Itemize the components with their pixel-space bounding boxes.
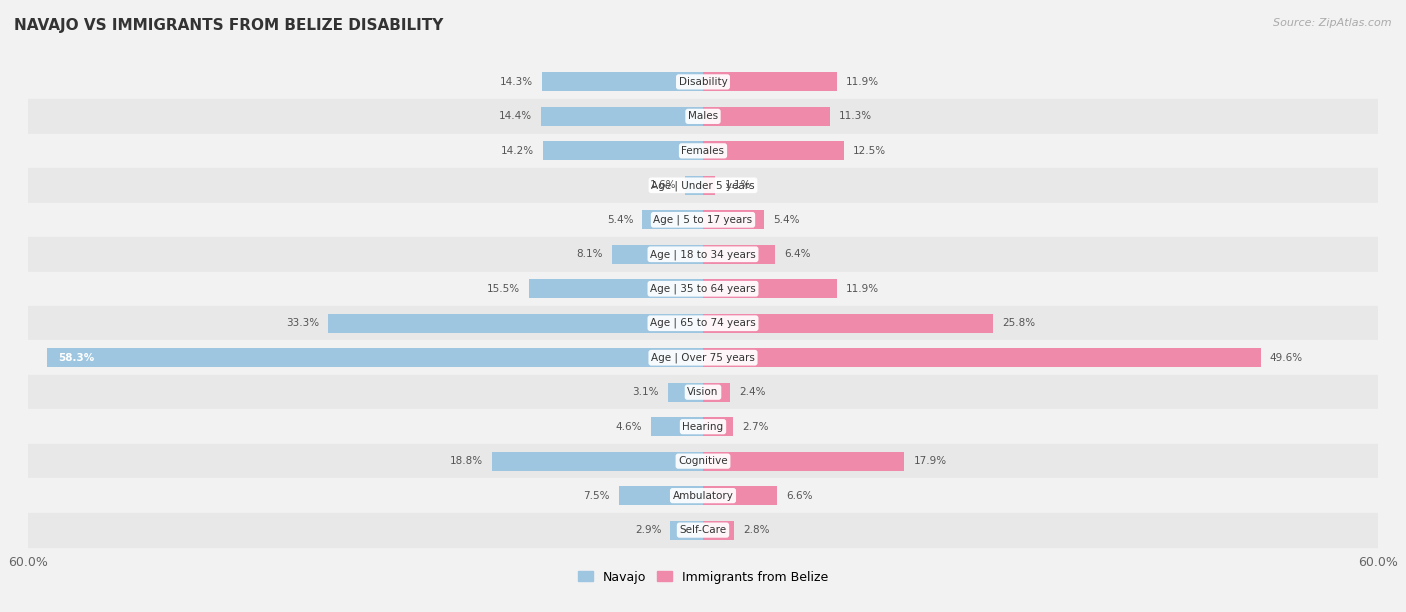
Bar xyxy=(703,141,844,160)
Bar xyxy=(492,452,703,471)
Text: Ambulatory: Ambulatory xyxy=(672,491,734,501)
Bar xyxy=(703,245,775,264)
Bar xyxy=(703,348,1261,367)
Text: Hearing: Hearing xyxy=(682,422,724,431)
Bar xyxy=(703,176,716,195)
Text: Cognitive: Cognitive xyxy=(678,456,728,466)
Bar xyxy=(703,279,837,298)
Bar xyxy=(28,479,1378,513)
Bar xyxy=(543,72,703,91)
Text: 33.3%: 33.3% xyxy=(287,318,319,328)
Text: 1.6%: 1.6% xyxy=(650,181,676,190)
Text: 3.1%: 3.1% xyxy=(633,387,659,397)
Text: Age | 35 to 64 years: Age | 35 to 64 years xyxy=(650,283,756,294)
Bar xyxy=(685,176,703,195)
Text: 49.6%: 49.6% xyxy=(1270,353,1303,363)
Bar xyxy=(48,348,703,367)
Text: 7.5%: 7.5% xyxy=(583,491,610,501)
Text: 1.1%: 1.1% xyxy=(724,181,751,190)
Bar xyxy=(28,237,1378,272)
Text: Age | Over 75 years: Age | Over 75 years xyxy=(651,353,755,363)
Bar xyxy=(703,107,830,126)
Text: 4.6%: 4.6% xyxy=(616,422,643,431)
Bar xyxy=(28,513,1378,547)
Text: 25.8%: 25.8% xyxy=(1002,318,1035,328)
Bar xyxy=(643,211,703,230)
Bar xyxy=(703,452,904,471)
Text: 6.6%: 6.6% xyxy=(786,491,813,501)
Text: 17.9%: 17.9% xyxy=(914,456,946,466)
Text: Males: Males xyxy=(688,111,718,121)
Text: 11.3%: 11.3% xyxy=(839,111,872,121)
Text: 5.4%: 5.4% xyxy=(773,215,799,225)
Text: Disability: Disability xyxy=(679,77,727,87)
Bar xyxy=(28,306,1378,340)
Text: Age | 18 to 34 years: Age | 18 to 34 years xyxy=(650,249,756,259)
Text: 2.8%: 2.8% xyxy=(744,525,770,535)
Text: 2.7%: 2.7% xyxy=(742,422,769,431)
Bar xyxy=(612,245,703,264)
Bar xyxy=(28,203,1378,237)
Bar xyxy=(703,382,730,401)
Bar xyxy=(703,72,837,91)
Text: 11.9%: 11.9% xyxy=(846,284,879,294)
Bar xyxy=(28,340,1378,375)
Legend: Navajo, Immigrants from Belize: Navajo, Immigrants from Belize xyxy=(574,565,832,589)
Text: Age | 5 to 17 years: Age | 5 to 17 years xyxy=(654,215,752,225)
Text: 11.9%: 11.9% xyxy=(846,77,879,87)
Text: 58.3%: 58.3% xyxy=(59,353,94,363)
Bar xyxy=(703,521,734,540)
Bar xyxy=(28,168,1378,203)
Text: 6.4%: 6.4% xyxy=(785,249,810,259)
Bar xyxy=(28,272,1378,306)
Text: 5.4%: 5.4% xyxy=(607,215,633,225)
Text: Source: ZipAtlas.com: Source: ZipAtlas.com xyxy=(1274,18,1392,28)
Bar xyxy=(703,314,993,333)
Bar xyxy=(703,486,778,505)
Bar xyxy=(619,486,703,505)
Text: Age | 65 to 74 years: Age | 65 to 74 years xyxy=(650,318,756,329)
Text: 14.2%: 14.2% xyxy=(501,146,534,156)
Bar xyxy=(541,107,703,126)
Bar xyxy=(703,417,734,436)
Bar xyxy=(651,417,703,436)
Text: 2.4%: 2.4% xyxy=(740,387,765,397)
Text: 18.8%: 18.8% xyxy=(450,456,482,466)
Text: NAVAJO VS IMMIGRANTS FROM BELIZE DISABILITY: NAVAJO VS IMMIGRANTS FROM BELIZE DISABIL… xyxy=(14,18,443,34)
Bar xyxy=(28,133,1378,168)
Bar xyxy=(28,375,1378,409)
Text: 14.4%: 14.4% xyxy=(499,111,531,121)
Bar xyxy=(28,99,1378,133)
Bar xyxy=(668,382,703,401)
Bar xyxy=(529,279,703,298)
Text: 2.9%: 2.9% xyxy=(636,525,661,535)
Text: 15.5%: 15.5% xyxy=(486,284,520,294)
Bar xyxy=(329,314,703,333)
Bar xyxy=(28,409,1378,444)
Bar xyxy=(28,444,1378,479)
Text: Self-Care: Self-Care xyxy=(679,525,727,535)
Text: Females: Females xyxy=(682,146,724,156)
Bar xyxy=(703,211,763,230)
Text: Vision: Vision xyxy=(688,387,718,397)
Text: 12.5%: 12.5% xyxy=(852,146,886,156)
Bar xyxy=(543,141,703,160)
Text: 14.3%: 14.3% xyxy=(501,77,533,87)
Bar xyxy=(28,65,1378,99)
Bar xyxy=(671,521,703,540)
Text: 8.1%: 8.1% xyxy=(576,249,603,259)
Text: Age | Under 5 years: Age | Under 5 years xyxy=(651,180,755,190)
